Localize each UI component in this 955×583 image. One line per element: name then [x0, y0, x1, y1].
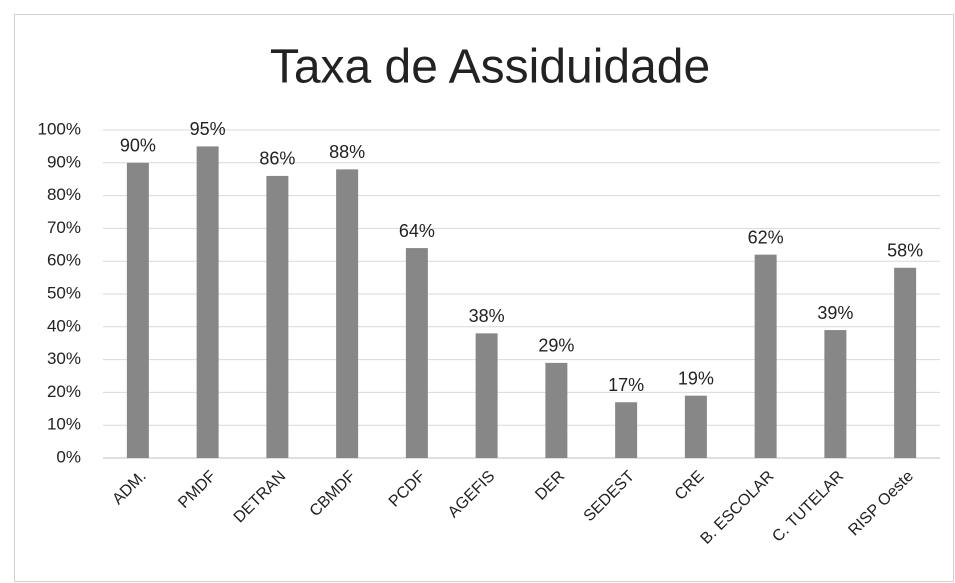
y-tick-label: 0%	[56, 447, 81, 466]
value-label: 88%	[329, 142, 365, 162]
bar	[266, 175, 289, 459]
y-tick-label: 10%	[47, 415, 81, 434]
y-tick-label: 50%	[47, 283, 81, 302]
bar	[894, 267, 917, 458]
y-tick-label: 20%	[47, 382, 81, 401]
y-tick-label: 80%	[47, 185, 81, 204]
value-label: 95%	[190, 119, 226, 139]
x-tick-label: C. TUTELAR	[769, 468, 847, 546]
x-tick-label: AGEFIS	[445, 468, 499, 522]
bar	[196, 146, 219, 458]
bar	[475, 333, 498, 458]
value-label: 38%	[469, 306, 505, 326]
y-tick-label: 60%	[47, 251, 81, 270]
x-tick-label: CBMDF	[307, 468, 359, 520]
x-tick-label: DER	[532, 468, 568, 504]
bar	[545, 362, 568, 458]
bar	[615, 402, 638, 458]
y-tick-label: 100%	[38, 119, 81, 138]
bar	[405, 248, 428, 458]
x-tick-label: ADM.	[109, 468, 149, 508]
value-label: 19%	[678, 368, 714, 388]
bar	[336, 169, 359, 459]
y-tick-label: 70%	[47, 218, 81, 237]
x-tick-label: RISP Oeste	[845, 468, 917, 540]
y-tick-label: 30%	[47, 349, 81, 368]
value-label: 64%	[399, 221, 435, 241]
x-tick-label: PCDF	[386, 468, 429, 511]
x-tick-label: DETRAN	[231, 468, 290, 527]
bar	[754, 254, 777, 458]
value-label: 62%	[748, 227, 784, 247]
chart-title: Taxa de Assiduidade	[270, 41, 710, 94]
x-tick-label: PMDF	[175, 468, 219, 512]
chart-border	[14, 14, 954, 582]
value-label: 58%	[887, 241, 923, 261]
bar	[684, 395, 707, 458]
bar	[126, 162, 149, 459]
value-label: 39%	[817, 303, 853, 323]
y-tick-label: 90%	[47, 152, 81, 171]
value-label: 86%	[259, 149, 295, 169]
y-tick-label: 40%	[47, 316, 81, 335]
value-label: 29%	[538, 336, 574, 356]
value-label: 17%	[608, 375, 644, 395]
x-tick-label: B. ESCOLAR	[698, 468, 778, 548]
x-tick-label: CRE	[672, 468, 708, 504]
value-label: 90%	[120, 136, 156, 156]
bar	[824, 330, 847, 458]
x-tick-label: SEDEST	[581, 468, 638, 525]
